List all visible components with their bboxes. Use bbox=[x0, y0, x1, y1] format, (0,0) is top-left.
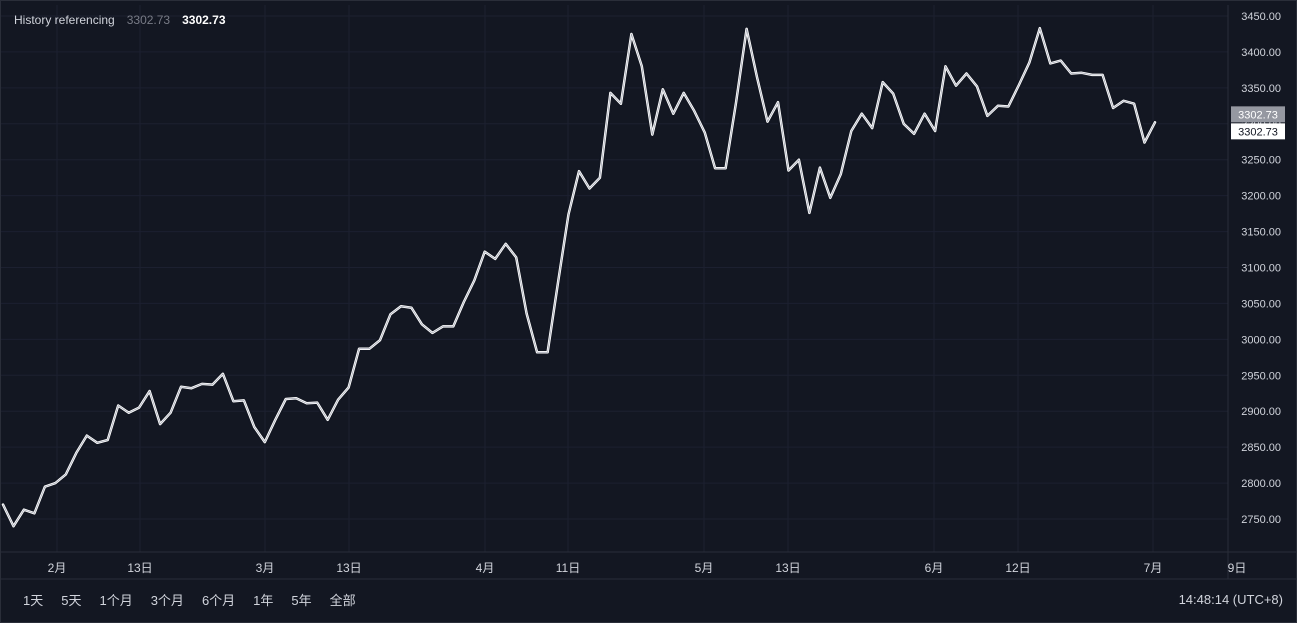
x-tick-label: 2月 bbox=[48, 561, 67, 575]
range-1y-button[interactable]: 1年 bbox=[244, 591, 282, 611]
last-price-badge-top-text: 3302.73 bbox=[1238, 109, 1278, 121]
y-tick-label: 3250.00 bbox=[1241, 155, 1281, 167]
series-line[interactable] bbox=[1, 26, 1157, 528]
range-all-button[interactable]: 全部 bbox=[321, 591, 365, 611]
x-tick-label: 9日 bbox=[1228, 561, 1247, 575]
x-tick-label: 13日 bbox=[775, 561, 800, 575]
x-tick-label: 5月 bbox=[695, 561, 714, 575]
y-tick-label: 3400.00 bbox=[1241, 47, 1281, 59]
x-tick-label: 3月 bbox=[256, 561, 275, 575]
y-tick-label: 3000.00 bbox=[1241, 334, 1281, 346]
y-tick-label: 2950.00 bbox=[1241, 370, 1281, 382]
range-1m-button[interactable]: 1个月 bbox=[90, 591, 141, 611]
series-value: 3302.73 bbox=[182, 13, 226, 27]
y-tick-label: 3150.00 bbox=[1241, 227, 1281, 239]
range-3m-button[interactable]: 3个月 bbox=[142, 591, 193, 611]
range-5y-button[interactable]: 5年 bbox=[282, 591, 320, 611]
series-value-dim: 3302.73 bbox=[126, 13, 171, 27]
series-name: History referencing bbox=[14, 13, 115, 27]
y-tick-label: 3050.00 bbox=[1241, 298, 1281, 310]
last-price-badge-bottom-text: 3302.73 bbox=[1238, 126, 1278, 138]
range-6m-button[interactable]: 6个月 bbox=[193, 591, 244, 611]
y-tick-label: 3200.00 bbox=[1241, 191, 1281, 203]
y-tick-label: 3100.00 bbox=[1241, 263, 1281, 275]
x-tick-label: 4月 bbox=[476, 561, 495, 575]
x-tick-label: 7月 bbox=[1144, 561, 1163, 575]
x-tick-label: 12日 bbox=[1005, 561, 1030, 575]
series-legend: History referencing 3302.73 3302.73 bbox=[14, 13, 226, 27]
y-tick-label: 2750.00 bbox=[1241, 514, 1281, 526]
x-tick-label: 6月 bbox=[925, 561, 944, 575]
last-price-badge-bottom bbox=[1231, 123, 1285, 140]
range-selector: 1天 5天 1个月 3个月 6个月 1年 5年 全部 bbox=[14, 591, 365, 611]
x-tick-label: 11日 bbox=[556, 561, 580, 575]
last-price-badge-top bbox=[1231, 106, 1285, 123]
y-tick-label: 2850.00 bbox=[1241, 442, 1281, 454]
range-1d-button[interactable]: 1天 bbox=[14, 591, 52, 611]
y-tick-label: 2800.00 bbox=[1241, 478, 1281, 490]
y-tick-label: 3450.00 bbox=[1241, 11, 1281, 23]
x-tick-label: 13日 bbox=[336, 561, 361, 575]
y-tick-label: 2900.00 bbox=[1241, 406, 1281, 418]
timezone-clock[interactable]: 14:48:14 (UTC+8) bbox=[1178, 592, 1283, 607]
x-tick-label: 13日 bbox=[127, 561, 152, 575]
range-5d-button[interactable]: 5天 bbox=[52, 591, 90, 611]
y-tick-label: 3350.00 bbox=[1241, 83, 1281, 95]
series-line-core bbox=[2, 27, 1156, 527]
